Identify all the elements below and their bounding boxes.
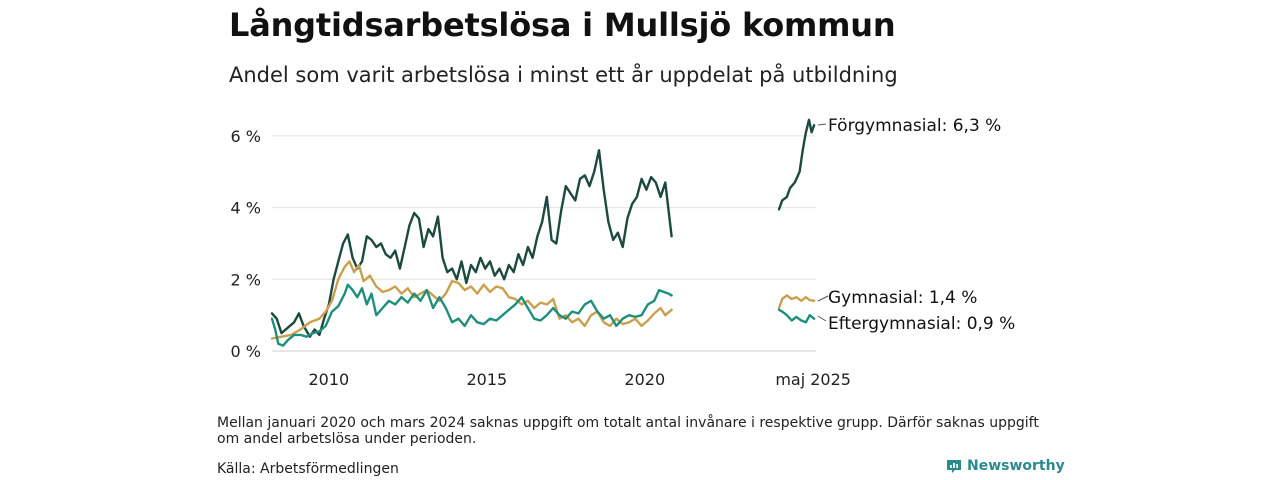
y-tick-label: 2 % — [231, 270, 261, 289]
x-tick-label: 2015 — [466, 370, 507, 389]
x-tick-label: maj 2025 — [775, 370, 851, 389]
x-tick-label: 2020 — [624, 370, 665, 389]
brand-logo: Newsworthy — [946, 458, 1065, 474]
y-tick-label: 6 % — [231, 127, 261, 146]
newsworthy-logo-icon — [947, 460, 961, 473]
x-tick-label: 2010 — [309, 370, 350, 389]
end-label-gymnasial: Gymnasial: 1,4 % — [828, 288, 977, 308]
y-axis-tick-labels: 0 % 2 % 4 % 6 % — [231, 127, 261, 361]
source-note: Källa: Arbetsförmedlingen — [217, 461, 399, 477]
end-label-leader — [817, 315, 827, 322]
brand-name: Newsworthy — [967, 458, 1065, 474]
series-line-gymnasial-segment-1 — [777, 294, 816, 310]
series-line-eftergymnasial-segment-0 — [270, 283, 673, 347]
chart-title: Långtidsarbetslösa i Mullsjö kommun — [229, 6, 896, 44]
series-line-förgymnasial-segment-0 — [270, 149, 673, 338]
footnote: Mellan januari 2020 och mars 2024 saknas… — [217, 415, 1039, 447]
end-label-förgymnasial: Förgymnasial: 6,3 % — [828, 116, 1001, 136]
x-axis-tick-labels: 2010 2015 2020 maj 2025 — [309, 370, 851, 389]
series-line-eftergymnasial-segment-1 — [777, 308, 816, 324]
end-label-leader — [817, 295, 829, 302]
end-label-leader — [817, 123, 827, 126]
y-tick-label: 4 % — [231, 199, 261, 218]
series-line-gymnasial-segment-0 — [270, 260, 673, 340]
end-label-eftergymnasial: Eftergymnasial: 0,9 % — [828, 314, 1015, 334]
series-line-förgymnasial-segment-1 — [777, 118, 816, 211]
series-end-labels: Förgymnasial: 6,3 % Gymnasial: 1,4 % Efter… — [817, 116, 1015, 334]
y-tick-label: 0 % — [231, 342, 261, 361]
series-lines — [270, 118, 816, 347]
chart-subtitle: Andel som varit arbetslösa i minst ett å… — [229, 63, 898, 87]
line-chart: 0 % 2 % 4 % 6 % 2010 2015 2020 maj 2025 Förgym… — [231, 116, 1016, 389]
